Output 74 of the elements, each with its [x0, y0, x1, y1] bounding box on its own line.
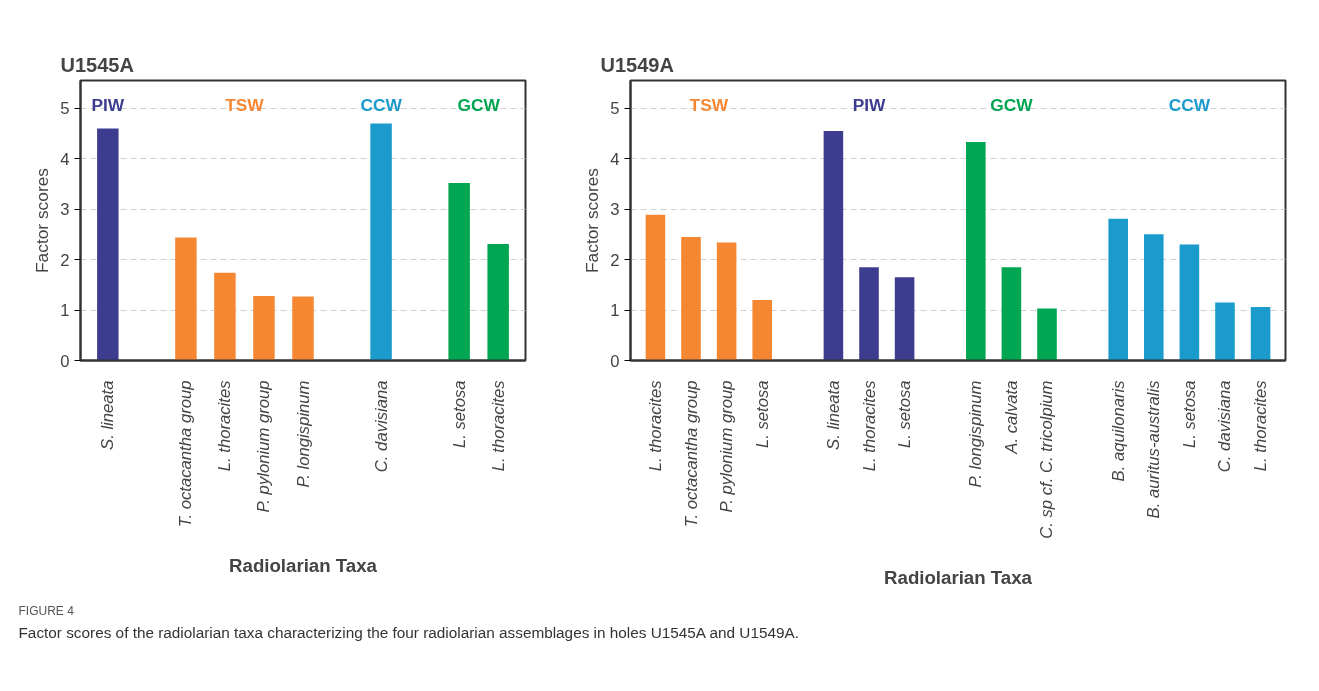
series-label: PIW [91, 94, 125, 115]
bar [370, 123, 392, 361]
x-axis-title: Radiolarian Taxa [884, 566, 1033, 588]
bar [448, 182, 470, 361]
chart-title: U1545A [60, 53, 134, 76]
caption: FIGURE 4 [18, 603, 75, 618]
x-tick-label: L. setosa [752, 380, 772, 449]
y-tick-label: 0 [60, 351, 70, 371]
bar [1215, 302, 1235, 361]
text: GCW [457, 94, 501, 115]
bar [823, 130, 844, 361]
bar [859, 267, 879, 361]
bar [1108, 218, 1128, 361]
x-tick-label: L. thoracites [1251, 380, 1271, 472]
y-tick-label: 2 [60, 250, 70, 270]
x-tick-label: L. thoracites [215, 380, 235, 472]
y-axis-title: Factor scores [32, 167, 53, 273]
x-tick-label: L. thoracites [859, 380, 879, 472]
bar [645, 214, 666, 361]
x-tick-label: T. octacantha group [176, 380, 196, 528]
bar [894, 277, 915, 361]
y-tick-label: 5 [610, 99, 620, 119]
bar [214, 272, 236, 361]
bar [966, 142, 986, 361]
x-axis-title: Radiolarian Taxa [229, 555, 378, 577]
x-tick-label: B. auritus-australis [1144, 380, 1164, 519]
x-tick-label: P. pylonium group [717, 380, 737, 513]
text: Factor scores of the radiolarian taxa characterizing the four radiolarian assemblages in holes U1545A and U1549A. [18, 624, 799, 641]
bar [1001, 267, 1022, 361]
y-tick-label: 3 [610, 200, 620, 220]
bar [1037, 308, 1057, 361]
x-tick-label: S. lineata [98, 380, 118, 450]
x-tick-label: L. setosa [449, 380, 469, 449]
bar [97, 128, 119, 361]
x-tick-label: P. longispinum [966, 380, 986, 488]
bar [752, 299, 772, 361]
y-tick-label: 4 [60, 149, 70, 169]
series-label: GCW [990, 94, 1034, 115]
bar [487, 243, 509, 361]
x-tick-label: S. lineata [823, 380, 843, 450]
bar [716, 242, 737, 361]
text: TSW [689, 94, 729, 115]
text: CCW [1168, 94, 1211, 115]
x-tick-label: A. calvata [1001, 380, 1021, 455]
x-tick-label: L. thoracites [488, 380, 508, 472]
series-label: PIW [852, 94, 887, 115]
y-tick-label: 3 [60, 200, 70, 220]
chart-title: U1549A [600, 53, 674, 76]
y-tick-label: 5 [60, 99, 70, 119]
bar [681, 236, 701, 361]
bar [292, 296, 314, 361]
x-tick-label: L. thoracites [645, 380, 665, 472]
y-tick-label: 2 [610, 250, 620, 270]
y-tick-label: 1 [610, 301, 620, 321]
bar [1250, 307, 1271, 361]
text: TSW [225, 94, 265, 115]
bar [175, 237, 197, 361]
series-label: CCW [360, 94, 403, 115]
x-tick-label: P. longispinum [293, 380, 313, 488]
x-tick-label: T. octacantha group [681, 380, 701, 528]
x-tick-label: L. setosa [1179, 380, 1199, 449]
bar [253, 295, 275, 361]
y-axis-title: Factor scores [582, 167, 603, 273]
bar [1179, 244, 1200, 361]
x-tick-label: P. pylonium group [254, 380, 274, 513]
x-tick-label: C. sp cf. C. tricolpium [1037, 380, 1057, 539]
x-tick-label: B. aquilonaris [1108, 380, 1128, 482]
y-tick-label: 4 [610, 149, 620, 169]
bar [1144, 234, 1164, 361]
y-tick-label: 0 [610, 351, 620, 371]
x-tick-label: C. davisiana [1215, 380, 1235, 473]
y-tick-label: 1 [60, 301, 70, 321]
x-tick-label: C. davisiana [371, 380, 391, 473]
x-tick-label: L. setosa [895, 380, 915, 449]
